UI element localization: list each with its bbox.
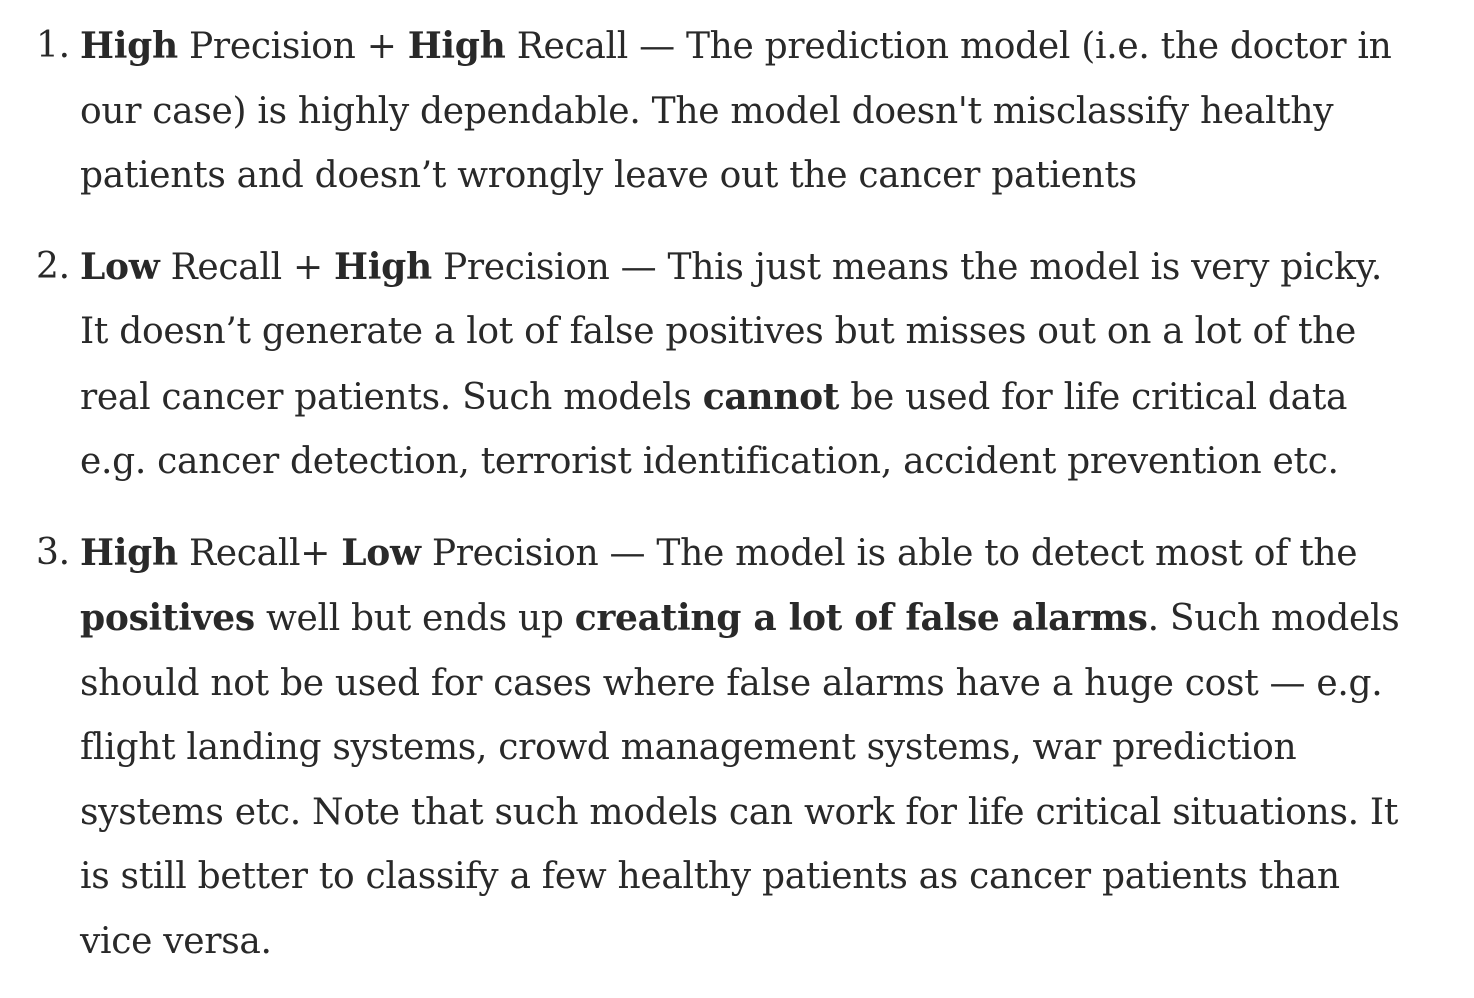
text-run: vice versa. xyxy=(80,920,272,962)
text-run: systems etc. Note that such models can w… xyxy=(80,791,1398,833)
numbered-list: 1. High Precision + High Recall — The pr… xyxy=(0,14,1474,975)
text-run: Recall + xyxy=(159,246,334,288)
text-run: Precision — This just means the model is… xyxy=(431,246,1383,288)
list-item-number: 1. xyxy=(36,25,70,66)
text-line: patients and doesn’t wrongly leave out t… xyxy=(80,144,1474,209)
text-run: Precision — The model is able to detect … xyxy=(420,532,1358,574)
text-run: It doesn’t generate a lot of false posit… xyxy=(80,311,1357,352)
text-run: . Such models xyxy=(1147,598,1400,639)
list-item: 3. High Recall+ Low Precision — The mode… xyxy=(0,521,1474,975)
text-run: Recall — The prediction model (i.e. the … xyxy=(505,26,1392,67)
bold-term: High xyxy=(80,25,178,67)
text-line: Low Recall + High Precision — This just … xyxy=(80,235,1474,301)
bold-term: High xyxy=(333,245,432,288)
text-line: positives well but ends up creating a lo… xyxy=(80,586,1474,652)
text-line: our case) is highly dependable. The mode… xyxy=(80,80,1474,145)
text-run: patients and doesn’t wrongly leave out t… xyxy=(80,155,1137,196)
list-item: 1. High Precision + High Recall — The pr… xyxy=(0,14,1474,209)
bold-term: cannot xyxy=(702,375,840,418)
text-run: flight landing systems, crowd management… xyxy=(80,727,1297,768)
text-line: e.g. cancer detection, terrorist identif… xyxy=(80,430,1474,495)
bold-term: positives xyxy=(80,597,255,639)
text-run: real cancer patients. Such models xyxy=(80,376,703,418)
list-item: 2. Low Recall + High Precision — This ju… xyxy=(0,235,1474,495)
text-run: e.g. cancer detection, terrorist identif… xyxy=(80,441,1339,482)
bold-term: High xyxy=(407,25,506,67)
bold-term: Low xyxy=(341,531,421,574)
list-item-number: 2. xyxy=(36,245,70,287)
text-line: High Recall+ Low Precision — The model i… xyxy=(80,521,1474,587)
text-line: real cancer patients. Such models cannot… xyxy=(80,365,1474,431)
bold-term: High xyxy=(80,531,178,574)
text-run: our case) is highly dependable. The mode… xyxy=(80,90,1334,132)
text-run: Precision + xyxy=(177,26,408,67)
text-line: should not be used for cases where false… xyxy=(80,652,1474,717)
text-line: systems etc. Note that such models can w… xyxy=(80,781,1474,846)
text-run: is still better to classify a few health… xyxy=(80,856,1340,897)
text-run: Recall+ xyxy=(177,532,342,574)
text-line: High Precision + High Recall — The predi… xyxy=(80,14,1474,80)
text-line: is still better to classify a few health… xyxy=(80,845,1474,910)
text-run: well but ends up xyxy=(254,598,575,639)
text-run: should not be used for cases where false… xyxy=(80,662,1383,704)
list-item-number: 3. xyxy=(36,531,70,573)
bold-term: creating a lot of false alarms xyxy=(574,597,1148,639)
bold-term: Low xyxy=(80,245,160,288)
text-run: be used for life critical data xyxy=(839,376,1348,418)
text-line: vice versa. xyxy=(80,910,1474,975)
text-line: flight landing systems, crowd management… xyxy=(80,716,1474,781)
text-line: It doesn’t generate a lot of false posit… xyxy=(80,300,1474,365)
